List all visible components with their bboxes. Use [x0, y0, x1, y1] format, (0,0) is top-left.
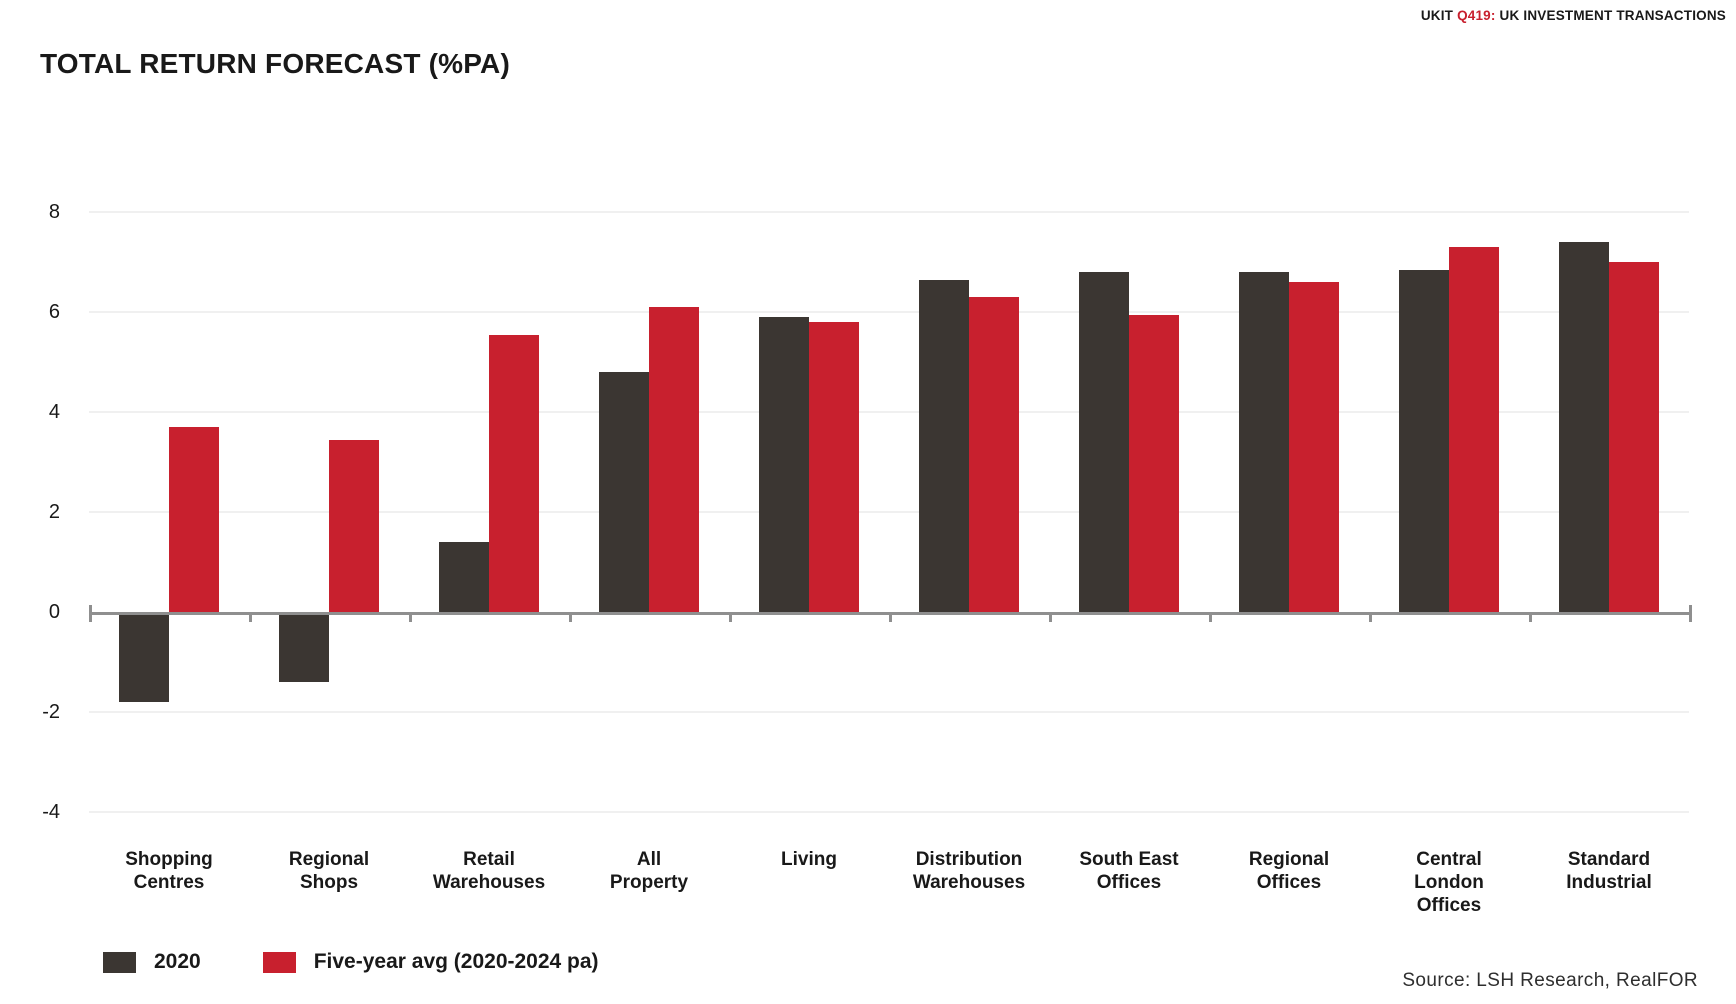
report-header: UKIT Q419: UK INVESTMENT TRANSACTIONS	[1421, 8, 1726, 23]
bar-all-property-five-year-avg-2020-2024-pa	[649, 307, 699, 612]
bar-regional-offices-2020	[1239, 272, 1289, 612]
gridline--4	[89, 811, 1689, 813]
x-axis-label-central-london-offices: Central London Offices	[1414, 849, 1484, 916]
y-axis-label-2: 2	[48, 501, 60, 523]
x-axis-label-standard-industrial: Standard Industrial	[1566, 849, 1652, 893]
legend-item-2020: 2020	[103, 950, 201, 974]
gridline-4	[89, 411, 1689, 413]
axis-tick	[1049, 612, 1052, 622]
y-axis-label--2: -2	[42, 701, 60, 723]
header-suffix: UK INVESTMENT TRANSACTIONS	[1495, 8, 1726, 23]
axis-tick	[1529, 612, 1532, 622]
axis-tick	[1689, 605, 1692, 622]
y-axis-label-6: 6	[48, 301, 60, 323]
legend-item-five-year-avg: Five-year avg (2020-2024 pa)	[262, 950, 599, 974]
legend-label-2020: 2020	[154, 950, 201, 973]
bar-south-east-offices-2020	[1079, 272, 1129, 612]
bar-central-london-offices-five-year-avg-2020-2024-pa	[1449, 247, 1499, 612]
axis-tick	[249, 612, 252, 622]
chart-title: TOTAL RETURN FORECAST (%PA)	[40, 48, 510, 79]
axis-tick	[569, 612, 572, 622]
y-axis-label-0: 0	[48, 601, 60, 623]
bar-standard-industrial-2020	[1559, 242, 1609, 612]
legend-swatch-five-year-avg	[262, 951, 296, 973]
header-quarter-tag: Q419:	[1457, 8, 1496, 23]
x-axis-label-all-property: All Property	[609, 849, 689, 893]
x-axis-label-regional-shops: Regional Shops	[288, 849, 370, 893]
legend-swatch-2020	[103, 951, 136, 973]
x-axis-label-living: Living	[781, 849, 837, 870]
axis-tick	[409, 612, 412, 622]
header-prefix: UKIT	[1420, 8, 1458, 23]
bar-regional-shops-five-year-avg-2020-2024-pa	[329, 439, 379, 612]
bar-distribution-warehouses-2020	[919, 279, 969, 612]
bar-living-2020	[759, 317, 809, 612]
bar-shopping-centres-five-year-avg-2020-2024-pa	[169, 427, 219, 612]
gridline-6	[89, 311, 1689, 313]
legend-label-five-year-avg: Five-year avg (2020-2024 pa)	[313, 950, 599, 973]
bar-central-london-offices-2020	[1399, 269, 1449, 612]
gridline-2	[89, 511, 1689, 513]
bar-standard-industrial-five-year-avg-2020-2024-pa	[1609, 262, 1659, 612]
y-axis-label-4: 4	[48, 401, 60, 423]
bar-south-east-offices-five-year-avg-2020-2024-pa	[1129, 314, 1179, 612]
bar-retail-warehouses-five-year-avg-2020-2024-pa	[489, 334, 539, 612]
bar-living-five-year-avg-2020-2024-pa	[809, 322, 859, 612]
axis-tick	[729, 612, 732, 622]
gridline--2	[89, 711, 1689, 713]
bar-shopping-centres-2020	[119, 612, 169, 702]
bar-regional-shops-2020	[279, 612, 329, 682]
x-axis-label-shopping-centres: Shopping Centres	[125, 849, 213, 893]
bar-regional-offices-five-year-avg-2020-2024-pa	[1289, 282, 1339, 612]
source-note: Source: LSH Research, RealFOR	[1402, 970, 1698, 991]
bar-retail-warehouses-2020	[439, 542, 489, 612]
bar-distribution-warehouses-five-year-avg-2020-2024-pa	[969, 297, 1019, 612]
axis-tick	[1369, 612, 1372, 622]
x-axis-label-distribution-warehouses: Distribution Warehouses	[912, 849, 1026, 893]
y-axis-label-8: 8	[48, 201, 60, 223]
axis-tick	[89, 605, 92, 622]
x-axis-label-south-east-offices: South East Offices	[1079, 849, 1179, 893]
axis-tick	[889, 612, 892, 622]
legend: 2020 Five-year avg (2020-2024 pa)	[103, 950, 599, 974]
axis-tick	[1209, 612, 1212, 622]
x-axis-label-retail-warehouses: Retail Warehouses	[432, 849, 546, 893]
y-axis-label--4: -4	[42, 801, 60, 823]
bar-all-property-2020	[599, 372, 649, 612]
gridline-8	[89, 211, 1689, 213]
x-axis-label-regional-offices: Regional Offices	[1248, 849, 1330, 893]
